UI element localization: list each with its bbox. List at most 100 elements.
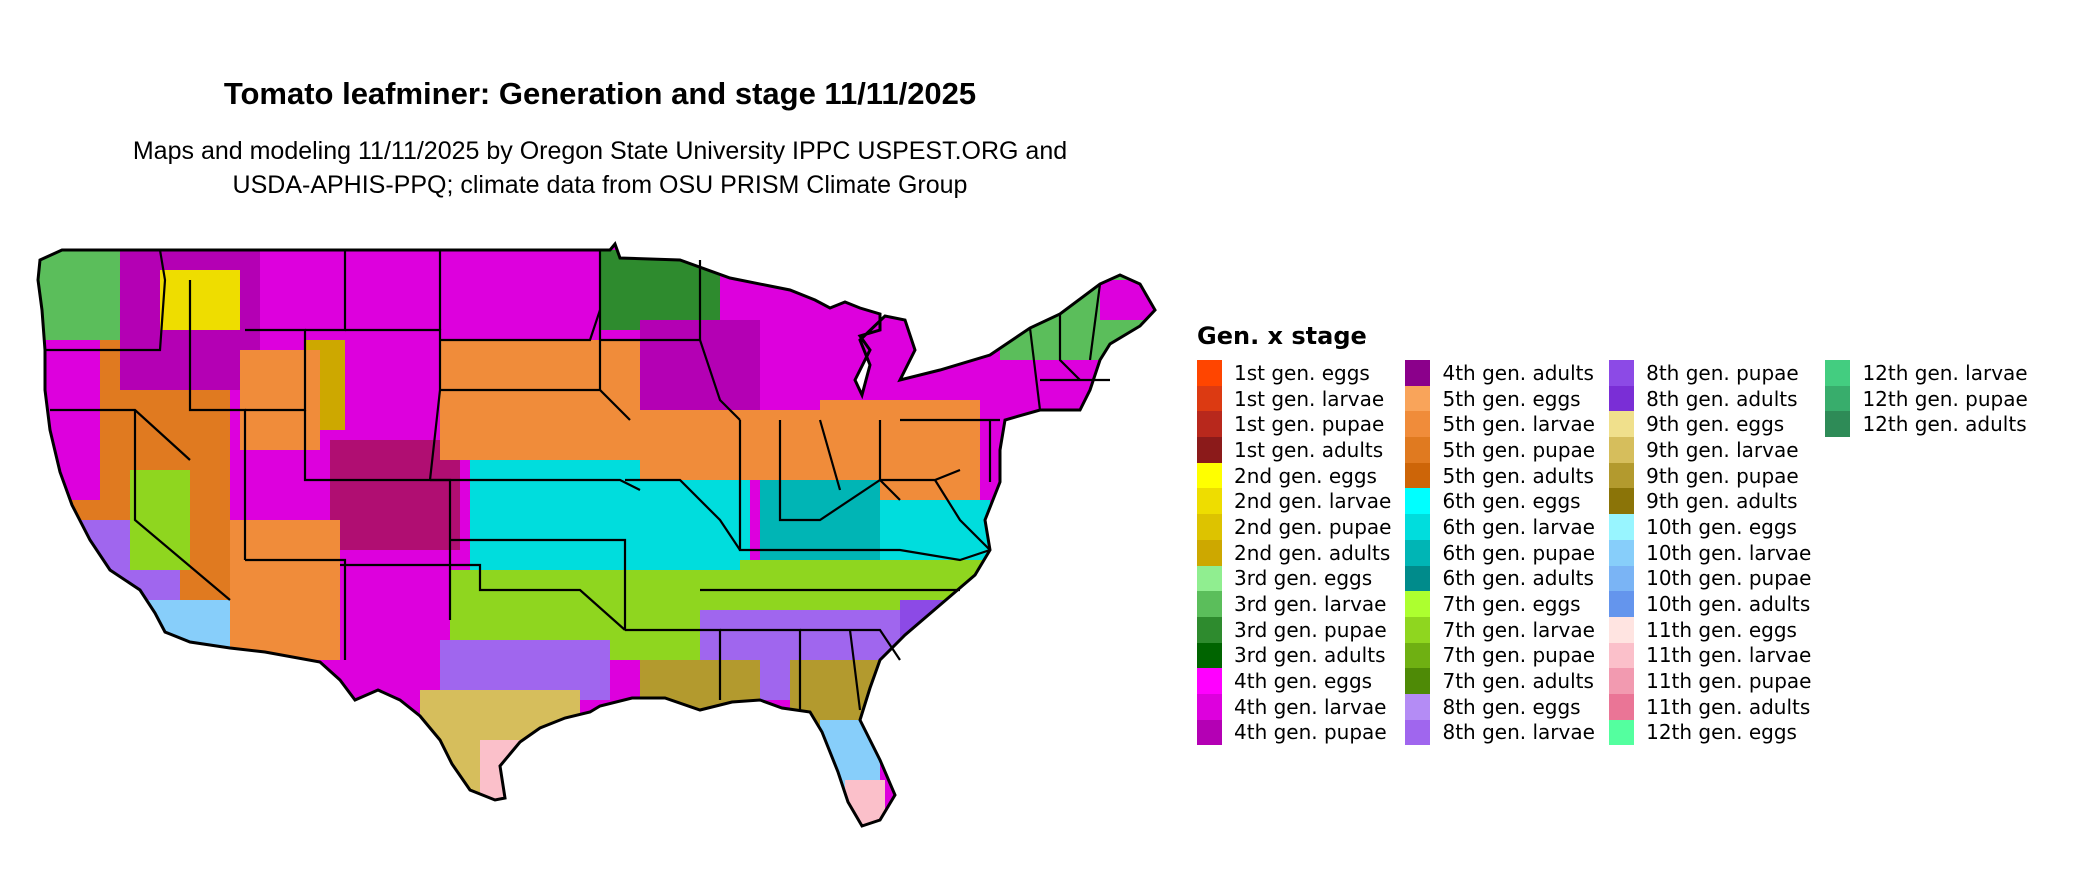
legend-label: 7th gen. pupae bbox=[1442, 643, 1596, 668]
legend-swatch bbox=[1405, 668, 1431, 694]
legend-columns: 1st gen. eggs 1st gen. larvae 1st gen. pup… bbox=[1197, 360, 2042, 746]
legend-swatch bbox=[1609, 462, 1635, 489]
legend-item: 7th gen. larvae bbox=[1405, 616, 1595, 643]
legend-item: 6th gen. larvae bbox=[1405, 514, 1595, 540]
legend-label: 2nd gen. larvae bbox=[1234, 489, 1392, 514]
legend-item: 5th gen. larvae bbox=[1405, 411, 1595, 438]
legend-label: 11th gen. pupae bbox=[1646, 669, 1812, 694]
conus-map bbox=[36, 241, 1157, 828]
legend-swatch bbox=[1609, 385, 1635, 412]
map-title: Tomato leafminer: Generation and stage 1… bbox=[223, 76, 977, 111]
legend-swatch bbox=[1405, 591, 1431, 617]
legend-label: 6th gen. pupae bbox=[1442, 540, 1596, 565]
legend-swatch bbox=[1197, 642, 1222, 669]
legend-swatch bbox=[1609, 411, 1635, 438]
legend-item: 9th gen. eggs bbox=[1609, 411, 1811, 438]
legend-swatch bbox=[1609, 514, 1635, 540]
legend-item: 10th gen. eggs bbox=[1609, 514, 1811, 540]
legend-label: 9th gen. pupae bbox=[1646, 463, 1799, 488]
legend-swatch bbox=[1197, 565, 1222, 592]
legend-label: 6th gen. adults bbox=[1442, 566, 1594, 591]
legend-item: 3rd gen. eggs bbox=[1197, 565, 1391, 592]
legend-swatch bbox=[1405, 437, 1431, 463]
legend-item: 11th gen. larvae bbox=[1609, 642, 1811, 669]
legend-label: 9th gen. larvae bbox=[1646, 437, 1799, 462]
legend-swatch bbox=[1609, 693, 1635, 720]
legend-label: 10th gen. pupae bbox=[1646, 566, 1812, 591]
legend-label: 12th gen. adults bbox=[1862, 412, 2027, 437]
legend-swatch bbox=[1405, 385, 1431, 412]
legend-item: 11th gen. pupae bbox=[1609, 668, 1811, 694]
legend-swatch bbox=[1609, 642, 1635, 669]
legend-item: 5th gen. pupae bbox=[1405, 437, 1595, 463]
legend-item: 6th gen. adults bbox=[1405, 565, 1595, 592]
legend-column: 8th gen. pupae 8th gen. adults 9th gen. eg… bbox=[1609, 360, 1812, 746]
legend-swatch bbox=[1197, 616, 1222, 643]
legend-swatch bbox=[1609, 539, 1635, 566]
legend-label: 10th gen. adults bbox=[1646, 592, 1811, 617]
legend-swatch bbox=[1405, 360, 1431, 386]
legend-label: 5th gen. eggs bbox=[1442, 386, 1581, 411]
legend-item: 4th gen. larvae bbox=[1197, 693, 1391, 720]
legend-item: 3rd gen. pupae bbox=[1197, 616, 1391, 643]
legend-label: 4th gen. pupae bbox=[1234, 720, 1387, 745]
legend-item: 1st gen. eggs bbox=[1197, 360, 1391, 386]
legend-item: 9th gen. larvae bbox=[1609, 437, 1811, 463]
legend-item: 7th gen. adults bbox=[1405, 668, 1595, 694]
legend-item: 9th gen. adults bbox=[1609, 488, 1811, 515]
legend-swatch bbox=[1405, 539, 1431, 566]
legend-label: 11th gen. adults bbox=[1646, 694, 1811, 719]
legend-swatch bbox=[1197, 668, 1222, 694]
legend-column: 1st gen. eggs 1st gen. larvae 1st gen. pup… bbox=[1197, 360, 1392, 746]
legend-swatch bbox=[1197, 719, 1222, 746]
legend-item: 2nd gen. pupae bbox=[1197, 514, 1391, 540]
legend-swatch bbox=[1197, 693, 1222, 720]
legend-swatch bbox=[1197, 539, 1222, 566]
legend-item: 4th gen. eggs bbox=[1197, 668, 1391, 694]
legend-item: 10th gen. adults bbox=[1609, 591, 1811, 617]
legend-item: 10th gen. larvae bbox=[1609, 539, 1812, 566]
legend-label: 4th gen. adults bbox=[1442, 360, 1594, 385]
legend-label: 1st gen. pupae bbox=[1234, 412, 1385, 437]
legend-item: 12th gen. eggs bbox=[1609, 719, 1811, 746]
legend-label: 2nd gen. pupae bbox=[1234, 514, 1392, 539]
legend-label: 2nd gen. adults bbox=[1234, 540, 1391, 565]
legend-swatch bbox=[1405, 462, 1431, 489]
legend-label: 7th gen. larvae bbox=[1442, 617, 1595, 642]
legend-item: 7th gen. eggs bbox=[1405, 591, 1595, 617]
legend-swatch bbox=[1405, 411, 1431, 438]
legend-item: 4th gen. pupae bbox=[1197, 719, 1391, 746]
legend-label: 1st gen. adults bbox=[1234, 437, 1384, 462]
legend-item: 2nd gen. larvae bbox=[1197, 488, 1392, 515]
legend-swatch bbox=[1197, 462, 1222, 489]
legend-item: 5th gen. adults bbox=[1405, 462, 1595, 489]
legend-label: 11th gen. eggs bbox=[1646, 617, 1797, 642]
legend-item: 6th gen. pupae bbox=[1405, 539, 1596, 566]
legend-swatch bbox=[1825, 360, 1851, 386]
legend-swatch bbox=[1825, 411, 1851, 438]
legend-swatch bbox=[1197, 488, 1222, 515]
legend-label: 8th gen. adults bbox=[1646, 386, 1798, 411]
legend-label: 12th gen. pupae bbox=[1862, 386, 2028, 411]
legend-swatch bbox=[1405, 693, 1431, 720]
legend-label: 12th gen. eggs bbox=[1646, 720, 1797, 745]
legend-label: 10th gen. larvae bbox=[1646, 540, 1812, 565]
legend-item: 8th gen. adults bbox=[1609, 385, 1811, 412]
legend-item: 8th gen. larvae bbox=[1405, 719, 1595, 746]
legend-label: 4th gen. eggs bbox=[1234, 669, 1373, 694]
state-boundaries bbox=[36, 241, 1157, 828]
legend-swatch bbox=[1609, 488, 1635, 515]
legend-label: 8th gen. larvae bbox=[1442, 720, 1595, 745]
legend-item: 10th gen. pupae bbox=[1609, 565, 1812, 592]
legend-label: 5th gen. adults bbox=[1442, 463, 1594, 488]
legend-label: 8th gen. eggs bbox=[1442, 694, 1581, 719]
legend-item: 11th gen. adults bbox=[1609, 693, 1811, 720]
legend-swatch bbox=[1825, 385, 1851, 412]
legend-swatch bbox=[1405, 719, 1431, 746]
legend-label: 12th gen. larvae bbox=[1862, 360, 2028, 385]
legend-item: 1st gen. larvae bbox=[1197, 385, 1391, 412]
legend-label: 3rd gen. eggs bbox=[1234, 566, 1373, 591]
legend-swatch bbox=[1405, 488, 1431, 515]
legend-label: 9th gen. adults bbox=[1646, 489, 1798, 514]
legend-label: 7th gen. adults bbox=[1442, 669, 1594, 694]
